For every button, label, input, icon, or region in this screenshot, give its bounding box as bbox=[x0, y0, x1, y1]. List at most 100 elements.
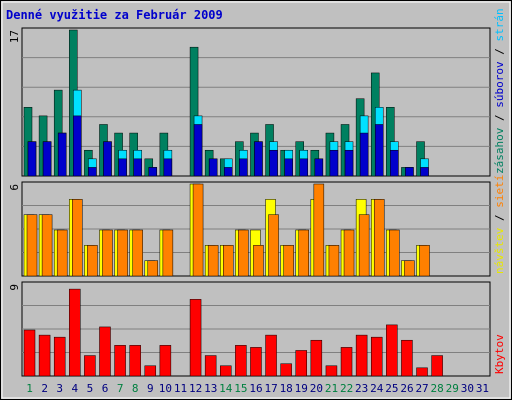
bar-bottom-1-day-27 bbox=[416, 367, 428, 377]
x-tick-label: 18 bbox=[280, 382, 293, 395]
bar-middle-2-day-23 bbox=[358, 214, 370, 277]
chart-title: Denné využitie za Február 2009 bbox=[6, 8, 223, 22]
bar-middle-2-day-8 bbox=[132, 229, 143, 277]
bar-top-3-day-9 bbox=[148, 167, 158, 177]
bar-bottom-1-day-28 bbox=[431, 355, 443, 377]
bar-bottom-1-day-17 bbox=[265, 334, 277, 377]
bar-bottom-1-day-20 bbox=[310, 339, 323, 377]
bar-top-3-day-19 bbox=[299, 158, 308, 177]
legend-item-2: súborov bbox=[493, 61, 506, 108]
bar-bottom-1-day-19 bbox=[295, 350, 307, 377]
bar-bottom-1-day-25 bbox=[386, 324, 398, 377]
bar-top-3-day-23 bbox=[359, 132, 369, 177]
bar-middle-2-day-14 bbox=[223, 245, 234, 277]
x-tick-label: 7 bbox=[117, 382, 124, 395]
x-tick-label: 8 bbox=[132, 382, 139, 395]
chart-panels: 17 zásahov / súborov / strán 6 návštev / si… bbox=[8, 8, 506, 377]
bar-bottom-1-day-22 bbox=[340, 347, 353, 377]
bar-bottom-1-day-23 bbox=[355, 334, 368, 377]
bar-top-3-day-7 bbox=[118, 158, 127, 177]
bar-bottom-1-day-12 bbox=[189, 299, 202, 377]
x-tick-label: 15 bbox=[234, 382, 247, 395]
bar-middle-2-day-7 bbox=[117, 229, 128, 277]
panel-bottom: 9 Kbytov bbox=[8, 281, 506, 377]
x-axis-tick-labels: 1 2 3 4 5 6 7 8 9 10 11 12 13 14 15 16 17 18 19 20 21 22 23 24 2… bbox=[26, 382, 489, 395]
bar-middle-2-day-6 bbox=[102, 229, 113, 277]
x-tick-label: 13 bbox=[204, 382, 217, 395]
bar-top-3-day-27 bbox=[420, 167, 429, 177]
x-tick-label: 23 bbox=[355, 382, 368, 395]
bar-middle-2-day-1 bbox=[26, 214, 38, 277]
legend-item-3: / bbox=[493, 42, 506, 62]
bar-top-3-day-16 bbox=[254, 141, 263, 177]
panel-top-legend: zásahov / súborov / strán bbox=[493, 8, 506, 174]
x-tick-label: 16 bbox=[249, 382, 262, 395]
x-tick-label: 12 bbox=[189, 382, 202, 395]
bar-top-3-day-8 bbox=[133, 158, 142, 177]
bar-bottom-1-day-1 bbox=[23, 329, 36, 377]
x-tick-label: 22 bbox=[340, 382, 353, 395]
x-tick-label: 31 bbox=[476, 382, 489, 395]
bar-top-3-day-25 bbox=[390, 149, 399, 177]
bar-top-3-day-20 bbox=[314, 158, 324, 177]
bar-bottom-1-day-8 bbox=[129, 345, 141, 377]
bar-bottom-1-day-9 bbox=[144, 365, 157, 377]
bar-middle-2-day-26 bbox=[404, 260, 415, 277]
legend-item-4: strán bbox=[493, 8, 506, 41]
bar-top-3-day-4 bbox=[73, 115, 82, 177]
x-tick-label: 10 bbox=[159, 382, 172, 395]
bar-top-3-day-17 bbox=[269, 149, 278, 177]
bar-top-3-day-21 bbox=[329, 149, 339, 177]
x-tick-label: 2 bbox=[41, 382, 48, 395]
bar-top-3-day-2 bbox=[42, 141, 52, 177]
x-tick-label: 19 bbox=[295, 382, 308, 395]
bar-top-3-day-24 bbox=[374, 124, 384, 177]
bar-bottom-1-day-5 bbox=[84, 355, 96, 377]
bar-middle-2-day-2 bbox=[41, 214, 53, 277]
x-tick-label: 30 bbox=[461, 382, 474, 395]
x-tick-label: 29 bbox=[446, 382, 459, 395]
x-tick-label: 21 bbox=[325, 382, 338, 395]
x-tick-label: 27 bbox=[415, 382, 428, 395]
x-tick-label: 28 bbox=[431, 382, 444, 395]
bar-middle-2-day-27 bbox=[419, 245, 430, 277]
bar-middle-2-day-15 bbox=[238, 229, 249, 277]
bar-middle-2-day-3 bbox=[56, 229, 68, 277]
x-tick-label: 6 bbox=[102, 382, 109, 395]
bar-middle-2-day-16 bbox=[253, 245, 264, 277]
x-tick-label: 1 bbox=[26, 382, 33, 395]
panel-top-ymax-label: 17 bbox=[8, 30, 21, 43]
x-tick-label: 17 bbox=[264, 382, 277, 395]
bar-bottom-1-day-6 bbox=[99, 326, 111, 377]
bar-bottom-1-day-21 bbox=[325, 365, 338, 377]
legend-item-1: / bbox=[493, 208, 506, 228]
x-tick-label: 5 bbox=[87, 382, 94, 395]
panel-bottom-legend: Kbytov bbox=[493, 334, 506, 374]
bar-top-3-day-1 bbox=[27, 141, 37, 177]
bar-top-3-day-12 bbox=[193, 124, 203, 177]
bar-top-3-day-3 bbox=[57, 132, 67, 177]
bar-middle-2-day-10 bbox=[162, 229, 174, 277]
bar-middle-2-day-19 bbox=[298, 229, 309, 277]
bar-bottom-1-day-15 bbox=[235, 345, 247, 377]
bar-middle-2-day-9 bbox=[147, 260, 159, 277]
bar-middle-2-day-25 bbox=[389, 229, 400, 277]
x-tick-label: 9 bbox=[147, 382, 154, 395]
legend-item-0: Kbytov bbox=[493, 334, 506, 374]
x-tick-label: 26 bbox=[400, 382, 413, 395]
bar-top-3-day-26 bbox=[405, 167, 414, 177]
bar-middle-2-day-18 bbox=[283, 245, 294, 277]
legend-item-0: návštev bbox=[493, 227, 506, 274]
bar-bottom-1-day-13 bbox=[204, 355, 217, 377]
bar-top-3-day-5 bbox=[88, 167, 97, 177]
bar-bottom-1-day-16 bbox=[250, 347, 262, 377]
bar-bottom-1-day-10 bbox=[159, 345, 172, 377]
bar-bottom-1-day-4 bbox=[69, 288, 81, 377]
bar-top-3-day-22 bbox=[344, 149, 354, 177]
bar-middle-2-day-4 bbox=[72, 199, 83, 277]
legend-item-2: sietí bbox=[493, 175, 506, 208]
bar-bottom-1-day-7 bbox=[114, 345, 126, 377]
bar-top-3-day-18 bbox=[284, 158, 293, 177]
